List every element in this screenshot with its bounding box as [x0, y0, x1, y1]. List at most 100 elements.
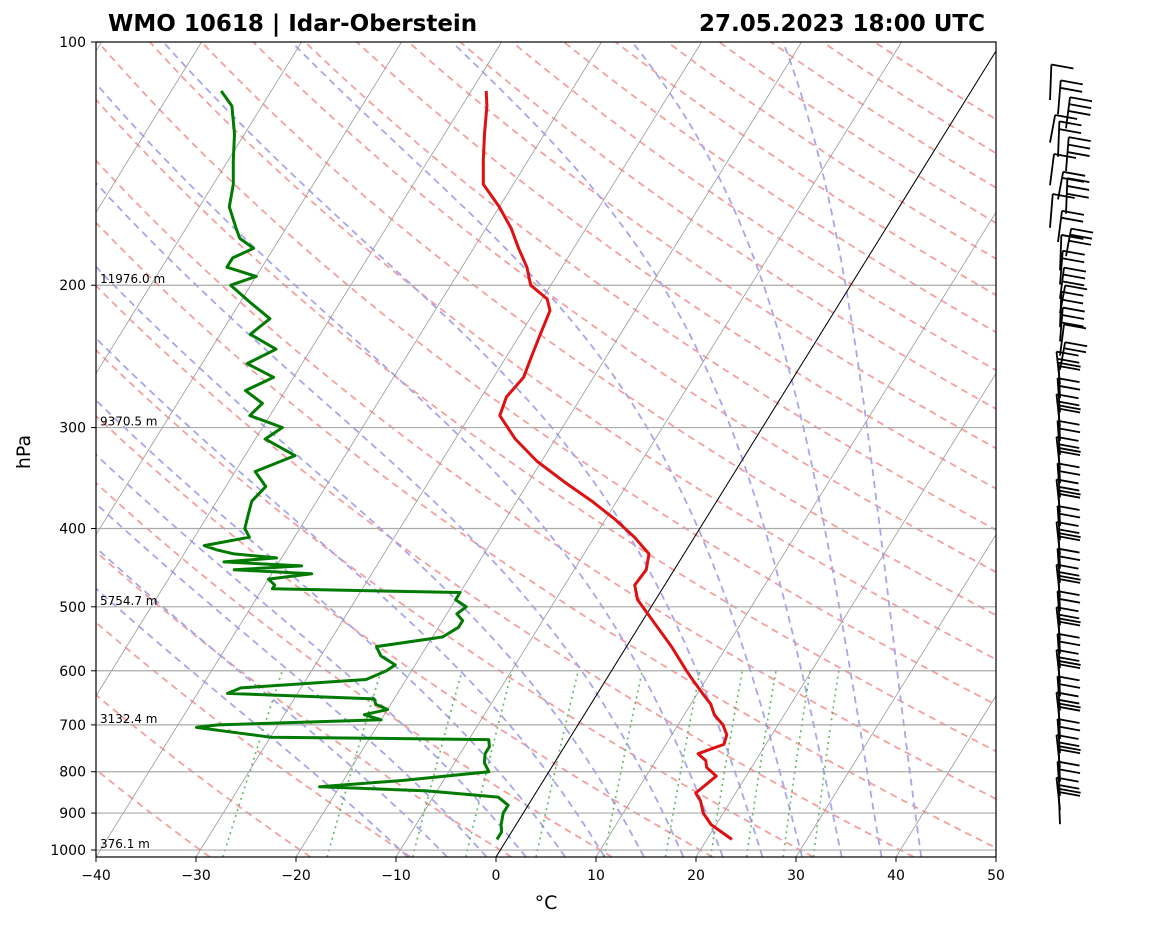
dry-adiabat: [615, 42, 996, 297]
wind-barb-feather: [1054, 114, 1078, 120]
height-label: 376.1 m: [100, 837, 150, 851]
wind-barb-staff: [1049, 193, 1054, 228]
dry-adiabat: [200, 42, 996, 617]
moist-adiabat: [96, 265, 645, 857]
dry-adiabat: [252, 42, 996, 574]
wind-barbs: [1049, 63, 1094, 825]
wind-barb-feather: [1057, 577, 1081, 584]
mixing-ratio-line: [535, 670, 579, 857]
moist-adiabat: [290, 42, 803, 857]
wind-barb-staff: [1059, 342, 1067, 370]
mixing-ratio-line: [782, 670, 811, 857]
wind-barb-feather: [1063, 347, 1087, 354]
wind-barb-feather: [1057, 400, 1080, 407]
wind-barb: [1059, 234, 1084, 271]
wind-barb: [1059, 323, 1087, 356]
wind-barb-feather: [1057, 357, 1080, 364]
wind-barb: [1049, 114, 1078, 143]
y-tick-label: 800: [59, 765, 86, 781]
wind-barb-feather: [1057, 384, 1081, 391]
wind-barb-feather: [1066, 192, 1089, 199]
dry-adiabat: [459, 42, 996, 410]
wind-barb-feather: [1057, 760, 1080, 767]
wind-barb-staff: [1049, 153, 1055, 186]
moist-adiabat: [96, 337, 606, 857]
chart-grid: [0, 42, 1160, 857]
x-tick-label: 30: [787, 868, 805, 884]
y-tick-label: 900: [59, 806, 86, 822]
wind-barb: [1057, 361, 1081, 399]
wind-barb-feather: [1057, 462, 1080, 469]
dry-adiabat: [873, 42, 996, 121]
wind-barb-feather: [1052, 193, 1075, 199]
wind-barb-feather: [1058, 361, 1081, 368]
wind-barb-feather: [1064, 284, 1088, 291]
wind-barb-feather: [1056, 393, 1079, 400]
wind-barb: [1049, 153, 1077, 186]
chart-title-datetime: 27.05.2023 18:00 UTC: [699, 11, 985, 37]
wind-barb-feather: [1057, 705, 1081, 712]
wind-barb-feather: [1056, 563, 1079, 570]
wind-barb-feather: [1057, 377, 1080, 384]
wind-barb-staff: [1057, 405, 1061, 441]
dry-adiabat: [96, 621, 412, 857]
moist-adiabat: [451, 42, 843, 857]
isotherm: [995, 856, 996, 857]
wind-barb-feather: [1057, 470, 1081, 476]
wind-barb-feather: [1062, 280, 1085, 287]
moist-adiabat: [631, 42, 883, 857]
wind-barb: [1059, 290, 1084, 328]
dry-adiabat: [96, 98, 996, 753]
wind-barb: [1057, 702, 1081, 740]
wind-barb-feather: [1057, 427, 1081, 434]
dry-adiabat: [96, 348, 814, 857]
mixing-ratio-line: [709, 670, 744, 857]
moist-adiabat: [782, 42, 923, 857]
wind-barb-feather: [1057, 512, 1081, 519]
wind-barb-staff: [1057, 533, 1061, 569]
isotherm: [1096, 42, 1160, 857]
wind-barb-feather: [1057, 535, 1081, 542]
wind-barb-staff: [1057, 80, 1062, 115]
x-tick-label: −20: [281, 868, 311, 884]
wind-barb-staff: [1057, 746, 1061, 782]
wind-barb-staff: [1059, 324, 1065, 356]
wind-barb-feather: [1057, 492, 1081, 499]
height-label: 5754.7 m: [100, 594, 158, 608]
wind-barb: [1059, 306, 1085, 342]
x-tick-label: 10: [587, 868, 605, 884]
wind-barb-staff: [1059, 250, 1064, 285]
plot-frame: [95, 41, 997, 858]
isotherm: [795, 533, 996, 857]
wind-barb-staff: [1057, 575, 1061, 612]
wind-barb-feather: [1057, 528, 1080, 535]
wind-barb-feather: [1057, 547, 1080, 554]
isotherm: [96, 42, 402, 536]
wind-barb: [1059, 341, 1088, 370]
wind-barb-feather: [1068, 103, 1092, 109]
dry-adiabat: [96, 221, 996, 849]
wind-barb-feather: [1057, 768, 1081, 774]
wind-barb-feather: [1058, 489, 1081, 496]
wind-barb-feather: [1062, 249, 1085, 256]
mixing-ratio-line: [326, 670, 382, 857]
isotherm: [0, 42, 2, 857]
y-tick-label: 1000: [50, 843, 86, 859]
wind-barb-feather: [1058, 447, 1081, 453]
dry-adiabat: [96, 414, 714, 857]
wind-barb: [1057, 660, 1081, 697]
wind-barb-feather: [1058, 617, 1081, 624]
wind-barb: [1057, 787, 1081, 825]
wind-barb: [1057, 120, 1082, 157]
wind-barb-feather: [1063, 266, 1087, 273]
dry-adiabat: [149, 42, 996, 661]
wind-barb-feather: [1061, 314, 1085, 320]
mixing-ratio-line: [603, 670, 644, 857]
wind-barb-staff: [1057, 660, 1061, 697]
wind-barb-feather: [1056, 350, 1079, 357]
moist-adiabat: [96, 181, 685, 857]
wind-barb-feather: [1058, 745, 1081, 752]
wind-barb: [1065, 177, 1090, 214]
wind-barb-feather: [1057, 741, 1080, 748]
wind-barb-feather: [1057, 663, 1081, 669]
